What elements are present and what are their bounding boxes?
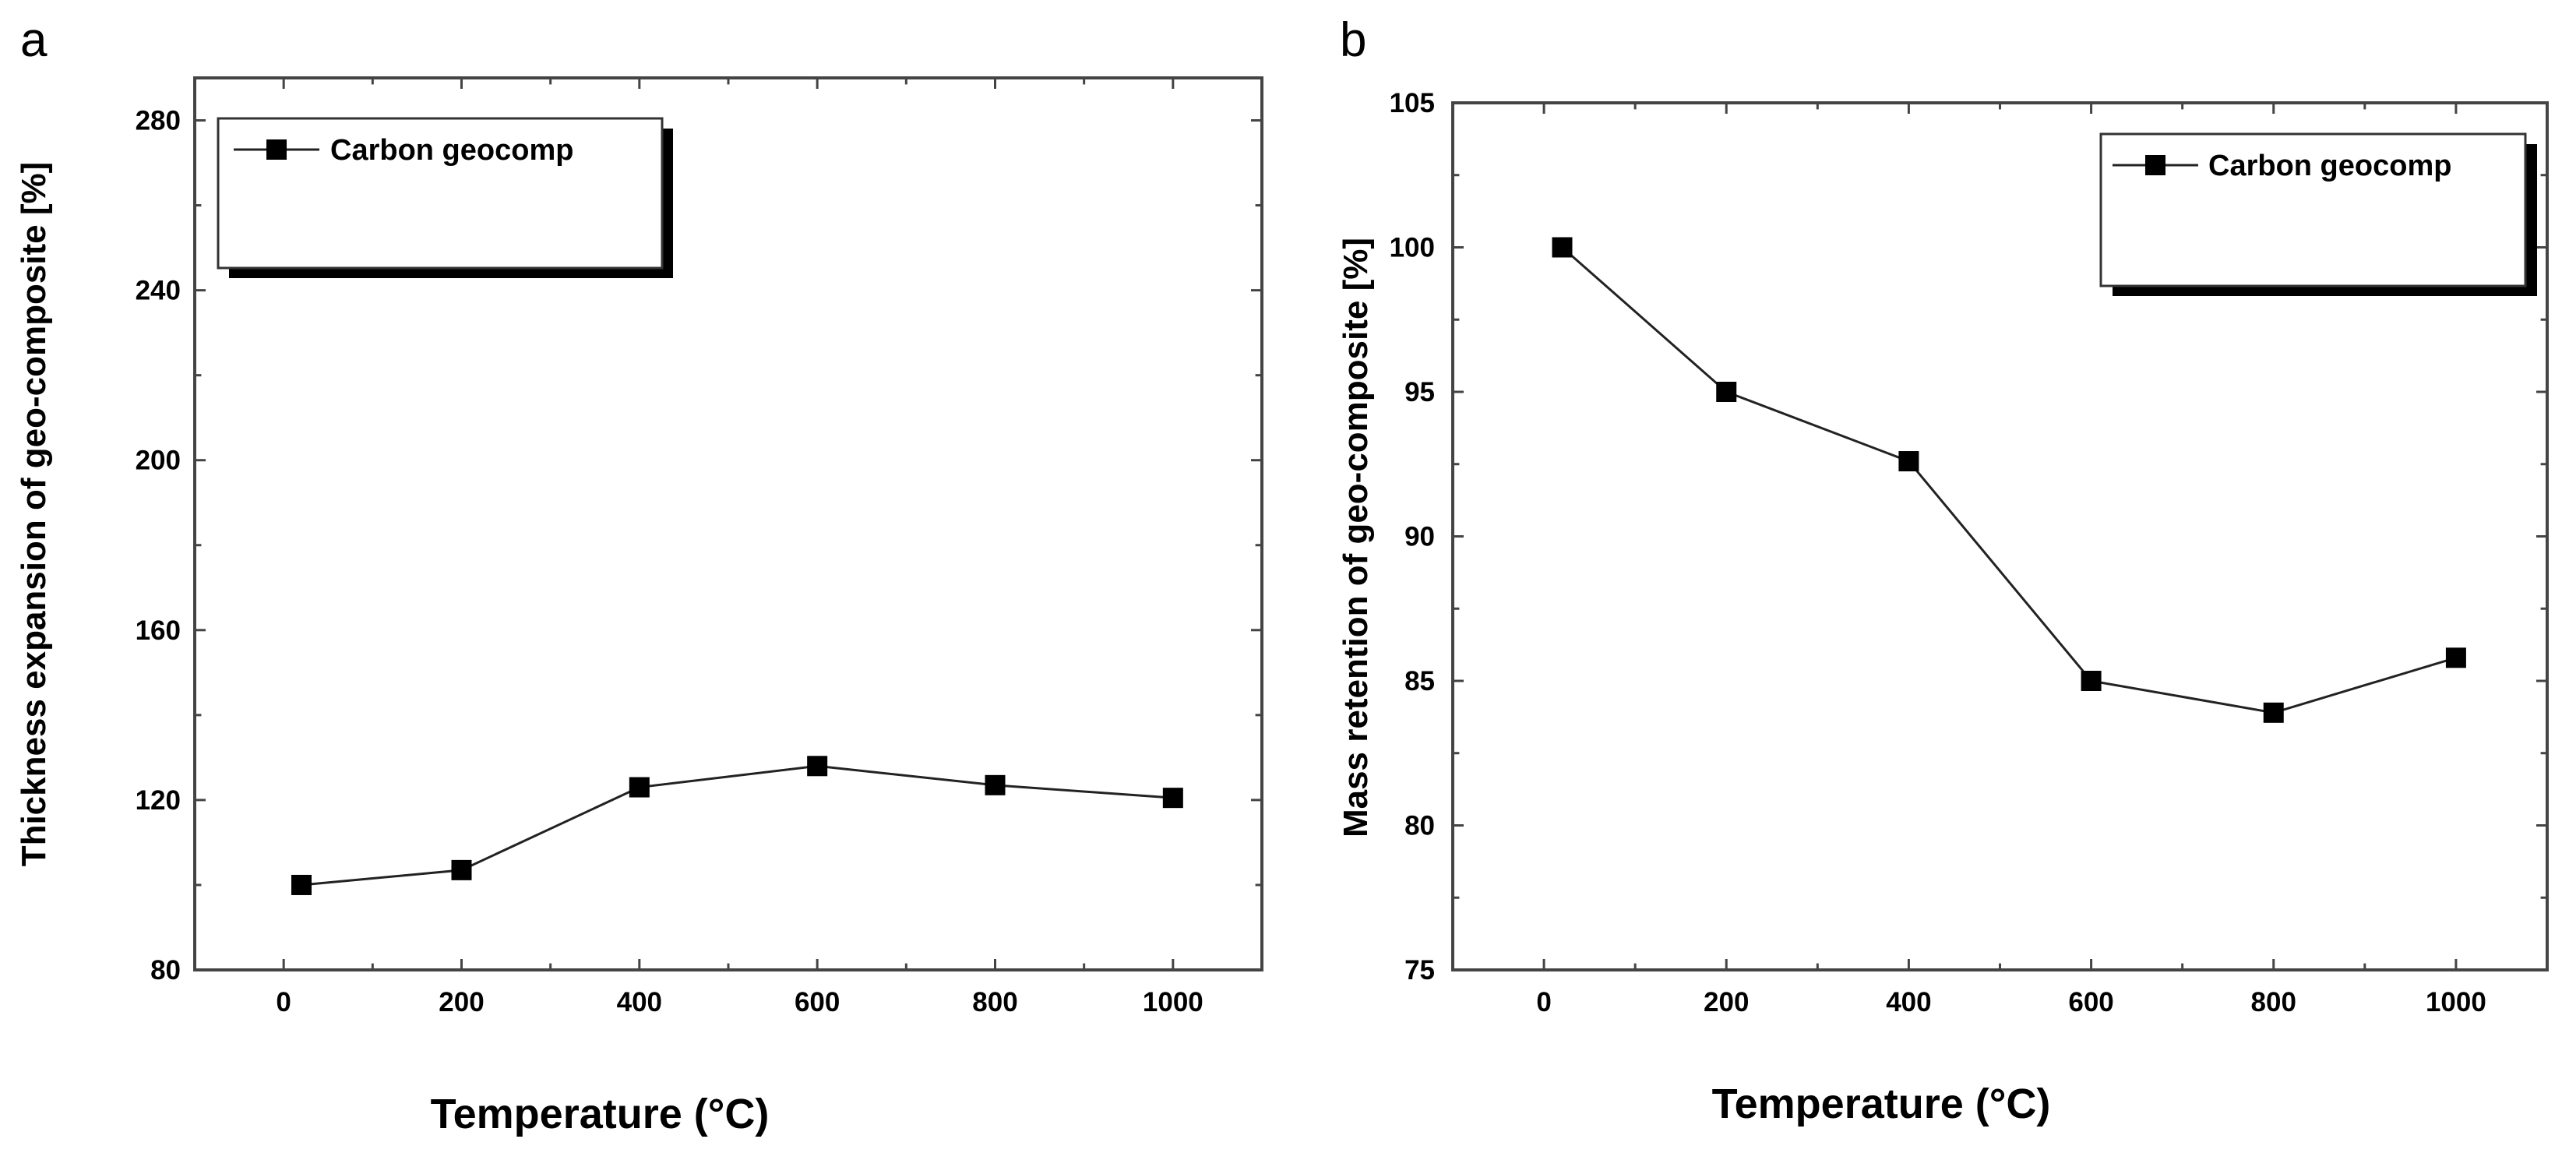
y-tick-label: 80 <box>1404 811 1435 841</box>
y-tick-label: 85 <box>1404 666 1435 696</box>
y-tick-label: 240 <box>136 276 181 306</box>
x-tick-label: 0 <box>1536 987 1551 1017</box>
legend-label-a: Carbon geocomp <box>330 134 573 167</box>
y-tick-label: 105 <box>1390 88 1435 118</box>
chart-panel-a: a 0 200 400 600 800 1000 80 120 160 200 240 280 Th… <box>15 13 1263 1137</box>
y-axis-title-b: Mass retention of geo-composite [%] <box>1337 238 1375 837</box>
y-tick-label: 280 <box>136 106 181 136</box>
x-tick-label: 200 <box>1704 987 1749 1017</box>
x-tick-labels-b: 0 200 400 600 800 1000 <box>1536 987 2486 1017</box>
series-a <box>291 756 1183 895</box>
y-tick-labels-a: 80 120 160 200 240 280 <box>136 106 181 986</box>
x-tick-labels-a: 0 200 400 600 800 1000 <box>276 987 1203 1017</box>
data-point <box>807 756 828 777</box>
y-axis-title-a: Thickness expansion of geo-composite [%] <box>15 162 53 867</box>
data-point <box>2445 647 2466 668</box>
x-tick-label: 400 <box>1886 987 1931 1017</box>
data-point <box>2263 702 2284 723</box>
data-point <box>985 774 1006 795</box>
x-tick-label: 200 <box>439 987 484 1017</box>
x-tick-label: 800 <box>972 987 1017 1017</box>
y-tick-label: 160 <box>136 615 181 646</box>
y-tick-labels-b: 75 80 85 90 95 100 105 <box>1390 88 1435 986</box>
x-tick-label: 0 <box>276 987 291 1017</box>
y-tick-label: 120 <box>136 785 181 816</box>
series-line <box>301 764 1173 887</box>
x-tick-label: 400 <box>617 987 662 1017</box>
data-point <box>2081 671 2102 691</box>
x-axis-title-a: Temperature (°C) <box>431 1091 770 1137</box>
data-point <box>1716 382 1737 402</box>
legend-a: Carbon geocomp <box>217 117 673 278</box>
panel-letter-a: a <box>20 13 48 67</box>
data-point <box>1898 451 1919 472</box>
data-point <box>629 777 650 798</box>
x-tick-label: 1000 <box>1143 987 1203 1017</box>
data-point <box>291 874 312 895</box>
x-axis-title-b: Temperature (°C) <box>1712 1081 2051 1127</box>
series-b <box>1552 237 2466 723</box>
legend-box-b <box>2099 132 2527 287</box>
legend-label-b: Carbon geocomp <box>2208 150 2451 182</box>
x-tick-label: 600 <box>795 987 840 1017</box>
x-tick-label: 600 <box>2068 987 2113 1017</box>
y-tick-label: 90 <box>1404 522 1435 552</box>
y-tick-label: 95 <box>1404 377 1435 407</box>
y-tick-label: 200 <box>136 446 181 476</box>
axis-ticks-b <box>1451 101 2549 971</box>
data-point <box>1552 237 1573 258</box>
y-tick-label: 75 <box>1404 955 1435 986</box>
x-tick-label: 1000 <box>2426 987 2486 1017</box>
panel-letter-b: b <box>1340 13 1366 67</box>
axis-ticks-a <box>193 78 1263 971</box>
legend-marker-b <box>2145 155 2165 175</box>
series-line <box>1561 246 2457 714</box>
legend-b: Carbon geocomp <box>2099 132 2537 296</box>
legend-box-a <box>217 117 664 270</box>
legend-marker-a <box>266 139 287 160</box>
y-tick-label: 100 <box>1390 233 1435 263</box>
data-point <box>451 859 472 880</box>
chart-panel-b: b 0 200 400 600 800 1000 75 80 85 90 95 100 105 Mas… <box>1337 13 2549 1127</box>
data-point <box>1162 788 1183 809</box>
y-tick-label: 80 <box>150 955 181 986</box>
x-tick-label: 800 <box>2251 987 2296 1017</box>
